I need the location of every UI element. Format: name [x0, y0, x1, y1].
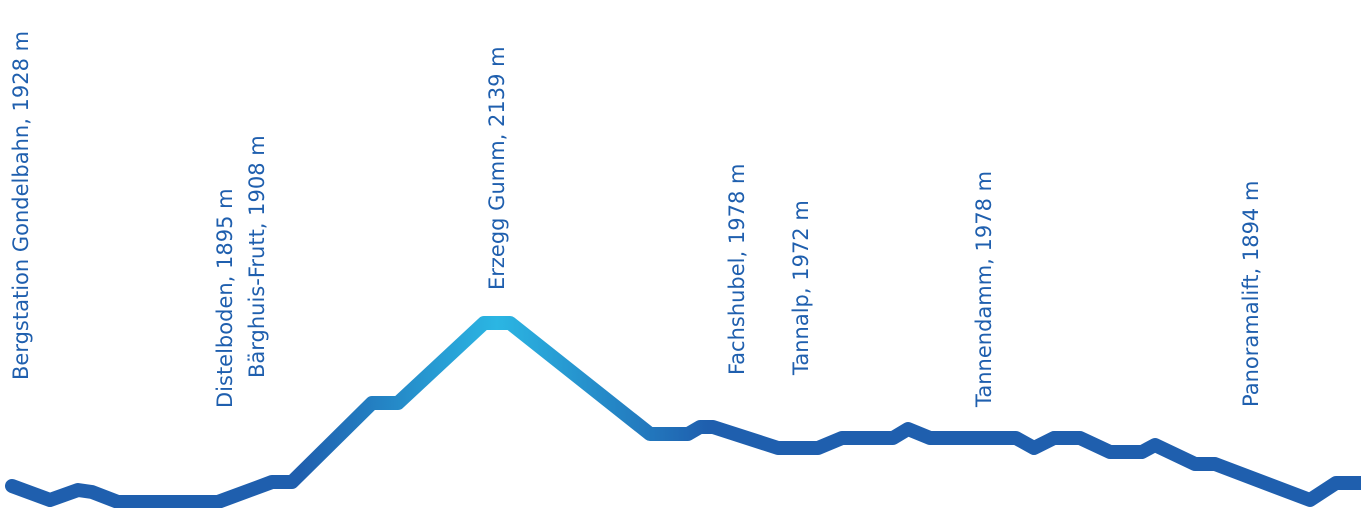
- elevation-profile-line: [5, 316, 1361, 508]
- station-label-tannendamm: Tannendamm, 1978 m: [972, 171, 996, 408]
- station-label-distelboden: Distelboden, 1895 m: [213, 188, 237, 408]
- station-label-fachshubel: Fachshubel, 1978 m: [725, 164, 749, 375]
- station-label-erzegg-gumm: Erzegg Gumm, 2139 m: [485, 46, 509, 290]
- station-label-tannalp: Tannalp, 1972 m: [789, 200, 813, 376]
- station-label-panoramalift: Panoramalift, 1894 m: [1239, 181, 1263, 407]
- station-label-barghuis-frutt: Bärghuis-Frutt, 1908 m: [245, 135, 269, 378]
- station-label-bergstation-gondelbahn: Bergstation Gondelbahn, 1928 m: [9, 31, 33, 380]
- station-labels: Bergstation Gondelbahn, 1928 m Distelbod…: [9, 31, 1263, 408]
